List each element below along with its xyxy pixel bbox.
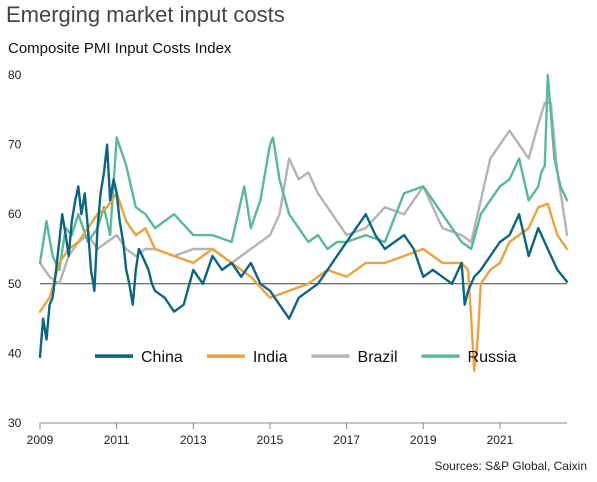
chart-title: Emerging market input costs: [6, 2, 285, 27]
x-tick-label: 2009: [27, 433, 54, 447]
x-tick-label: 2015: [257, 433, 284, 447]
y-tick-label: 40: [8, 346, 22, 360]
x-tick-label: 2019: [410, 433, 437, 447]
source-note: Sources: S&P Global, Caixin: [434, 459, 587, 473]
x-tick-label: 2017: [333, 433, 360, 447]
legend-label-china: China: [141, 349, 183, 366]
series-line-russia: [38, 73, 569, 272]
x-tick-label: 2021: [487, 433, 514, 447]
x-tick-label: 2011: [104, 433, 130, 447]
series-line-brazil: [38, 101, 569, 285]
legend-label-brazil: Brazil: [358, 349, 398, 366]
x-tick-label: 2013: [180, 433, 207, 447]
chart-subtitle: Composite PMI Input Costs Index: [8, 40, 232, 57]
series-line-china: [38, 143, 569, 359]
y-tick-label: 60: [8, 207, 22, 221]
y-tick-label: 70: [8, 138, 22, 152]
legend-label-russia: Russia: [468, 349, 517, 366]
legend-label-india: India: [253, 349, 288, 366]
y-tick-label: 30: [8, 416, 22, 430]
y-tick-label: 50: [8, 277, 22, 291]
y-tick-label: 80: [8, 68, 22, 82]
